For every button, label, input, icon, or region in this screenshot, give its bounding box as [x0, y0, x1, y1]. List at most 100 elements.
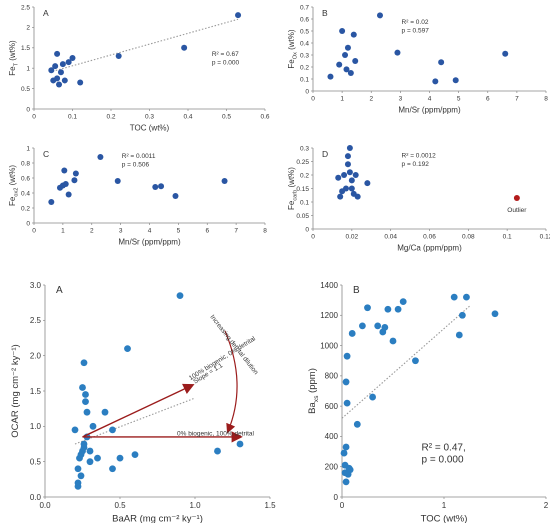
stats-text: p = 0.000	[422, 454, 464, 465]
data-point	[77, 472, 85, 480]
x-tick-label: 7	[515, 96, 519, 103]
data-point	[353, 420, 361, 428]
y-tick-label: 0	[26, 106, 30, 113]
y-axis-label-unit: (wt%)	[8, 165, 17, 188]
stats-text: R² = 0.02	[402, 19, 429, 26]
data-point	[347, 70, 354, 76]
data-point	[343, 352, 351, 360]
data-point	[352, 58, 359, 64]
y-tick-label: 0.8	[21, 160, 30, 167]
data-point	[61, 167, 68, 174]
stats-text: R² = 0.47,	[422, 442, 466, 453]
data-point	[176, 292, 184, 299]
stats-text: p = 0.000	[212, 59, 240, 66]
trendline	[74, 397, 196, 445]
data-point	[343, 66, 350, 73]
data-point	[491, 310, 499, 318]
x-axis-label: Mn/Sr (ppm/ppm)	[398, 106, 461, 115]
y-tick-label: 1000	[320, 341, 338, 350]
data-point	[327, 73, 334, 80]
chart-panel-1: 0 0.5 1 1.5 2 2.5 0 0.1 0.2 0.3 0.4 0.5 0.6 A TOC (wt%…	[8, 4, 270, 132]
data-point	[124, 345, 131, 352]
data-point	[115, 52, 122, 59]
data-point	[348, 185, 355, 192]
data-point	[65, 59, 72, 66]
y-tick-label: 0.6	[21, 175, 30, 182]
data-point	[54, 50, 61, 57]
x-tick-label: 2	[369, 96, 373, 103]
y-tick-label: 0.2	[300, 172, 309, 179]
y-axis-label-main: Fe	[8, 196, 17, 206]
panel-label: C	[43, 149, 49, 159]
data-point	[77, 79, 84, 86]
x-tick-label: 8	[544, 96, 548, 103]
data-point	[450, 293, 458, 301]
y-tick-label: 0.3	[300, 52, 309, 59]
x-tick-label: 0.6	[260, 114, 269, 121]
data-point	[348, 177, 355, 184]
y-tick-label: 0.5	[21, 86, 30, 93]
data-point	[341, 172, 348, 178]
data-point	[57, 69, 64, 76]
y-tick-label: 1200	[320, 311, 338, 320]
y-axis-label-main: Ba	[307, 402, 318, 414]
x-axis-label: TOC (wt%)	[130, 124, 170, 133]
data-point	[59, 61, 66, 68]
chart-panel-4: 0 0.05 0.1 0.15 0.2 0.25 0.3 0 0.02 0.04 0.06 0.08 0…	[287, 145, 550, 253]
x-tick-label: 1.5	[264, 501, 276, 510]
data-point	[374, 322, 382, 330]
y-tick-label: 0.1	[300, 199, 309, 206]
data-point	[101, 408, 109, 416]
data-point	[376, 12, 383, 19]
data-point	[340, 449, 348, 457]
data-point	[71, 177, 78, 184]
x-tick-label: 5	[457, 96, 461, 103]
y-tick-label: 2.5	[21, 4, 30, 11]
data-point	[86, 458, 94, 466]
data-point	[62, 181, 69, 187]
y-tick-label: 0.4	[21, 190, 30, 197]
x-axis-label: Mg/Ca (ppm/ppm)	[397, 244, 462, 253]
y-tick-label: 200	[325, 463, 339, 472]
data-point	[71, 426, 79, 434]
y-axis-label-subscript: Ox	[292, 52, 298, 59]
data-point	[344, 44, 351, 51]
data-point	[48, 199, 55, 205]
x-tick-label: 0	[340, 501, 345, 510]
x-tick-label: 0.4	[183, 114, 192, 121]
y-tick-label: 600	[325, 402, 339, 411]
x-tick-label: 0.04	[384, 234, 397, 241]
data-point	[74, 483, 82, 490]
data-point	[381, 324, 389, 331]
x-tick-label: 0.5	[222, 114, 231, 121]
x-tick-label: 4	[428, 96, 432, 103]
stats-text: R² = 0.67	[212, 51, 239, 58]
data-point	[343, 399, 351, 407]
x-tick-label: 2	[90, 228, 94, 235]
data-point	[342, 52, 349, 58]
data-point	[86, 447, 94, 455]
y-tick-label: 0.25	[296, 159, 309, 166]
annotation-detrital: 0% biogenic, 100% detrital	[177, 431, 255, 438]
x-tick-label: 7	[234, 228, 238, 235]
data-point	[109, 426, 116, 434]
data-point	[74, 465, 82, 473]
data-point	[114, 178, 121, 184]
chart-panel-6: 0 200 400 600 800 1000 1200 1400 0 1 2 B TOC (wt%) Ba…	[307, 281, 549, 523]
data-point	[83, 408, 91, 416]
data-point	[109, 465, 116, 473]
data-point	[463, 293, 470, 301]
y-tick-label: 0.05	[296, 213, 309, 220]
y-tick-label: 0	[26, 220, 30, 227]
data-point	[339, 28, 346, 34]
data-point	[350, 31, 357, 38]
y-tick-label: 0.2	[21, 205, 30, 212]
y-tick-label: 0.6	[300, 16, 309, 23]
data-point	[89, 422, 97, 430]
data-point	[399, 298, 407, 306]
y-tick-label: 0.0	[30, 493, 42, 502]
outlier-label: Outlier	[507, 207, 527, 214]
data-point	[344, 161, 351, 168]
data-point	[77, 451, 85, 458]
